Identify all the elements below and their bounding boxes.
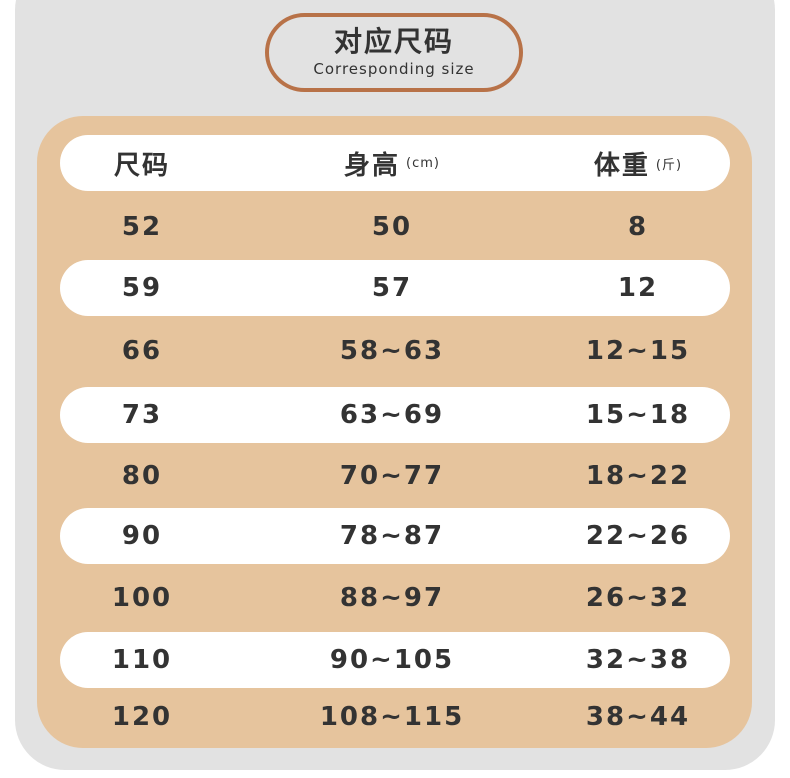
cell-weight: 22~26 (585, 521, 691, 551)
header-weight-label: 体重 (593, 150, 650, 181)
table-row: 100 88~97 26~32 (60, 570, 730, 626)
cell-height: 90~105 (329, 645, 455, 675)
header-height-unit: (cm) (406, 155, 440, 171)
header-height-label: 身高 (344, 150, 401, 181)
cell-size: 90 (121, 521, 163, 551)
cell-height: 88~97 (339, 583, 445, 613)
table-row: 90 78~87 22~26 (60, 508, 730, 564)
cell-size: 52 (121, 212, 163, 242)
table-row: 120 108~115 38~44 (60, 689, 730, 745)
cell-weight: 12 (617, 273, 659, 303)
table-row: 52 50 8 (60, 199, 730, 255)
table-row: 66 58~63 12~15 (60, 323, 730, 379)
cell-size: 120 (111, 702, 173, 732)
cell-weight: 26~32 (585, 583, 691, 613)
cell-height: 78~87 (339, 521, 445, 551)
cell-height: 50 (371, 212, 413, 242)
table-row: 110 90~105 32~38 (60, 632, 730, 688)
cell-height: 63~69 (339, 400, 445, 430)
cell-weight: 38~44 (585, 702, 691, 732)
cell-height: 70~77 (339, 461, 445, 491)
cell-size: 59 (121, 273, 163, 303)
header-weight-unit: (斤) (655, 157, 683, 173)
cell-size: 110 (111, 645, 173, 675)
cell-size: 100 (111, 583, 173, 613)
table-row: 73 63~69 15~18 (60, 387, 730, 443)
title-en: Corresponding size (313, 60, 475, 78)
header-weight: 体重 (斤) (528, 135, 748, 191)
table-row: 59 57 12 (60, 260, 730, 316)
cell-size: 73 (121, 400, 163, 430)
title-badge: 对应尺码 Corresponding size (265, 13, 523, 92)
cell-height: 58~63 (339, 336, 445, 366)
cell-height: 57 (371, 273, 413, 303)
title-zh: 对应尺码 (333, 25, 454, 58)
table-row: 80 70~77 18~22 (60, 448, 730, 504)
cell-weight: 18~22 (585, 461, 691, 491)
header-size: 尺码 (113, 150, 170, 181)
cell-weight: 12~15 (585, 336, 691, 366)
header-height: 身高 (cm) (282, 135, 502, 191)
cell-size: 80 (121, 461, 163, 491)
cell-weight: 32~38 (585, 645, 691, 675)
cell-weight: 15~18 (585, 400, 691, 430)
cell-weight: 8 (627, 212, 649, 242)
cell-size: 66 (121, 336, 163, 366)
cell-height: 108~115 (319, 702, 465, 732)
table-header: 尺码 身高 (cm) 体重 (斤) (60, 135, 730, 191)
